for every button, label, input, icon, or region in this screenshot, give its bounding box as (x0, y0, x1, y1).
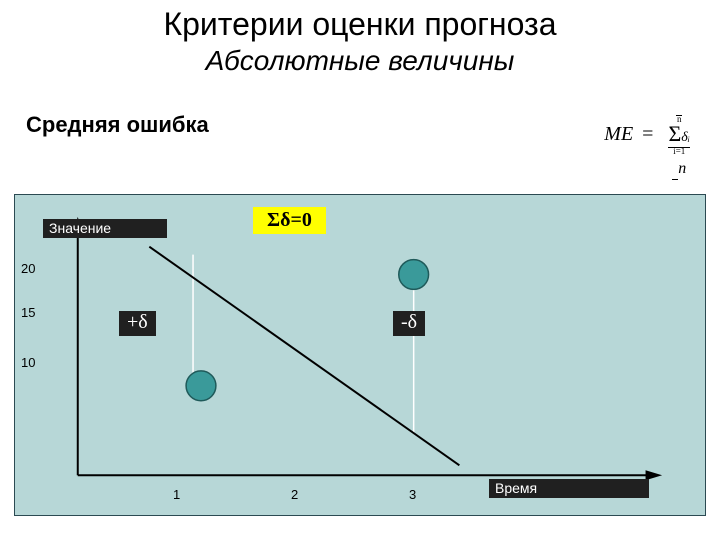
x-tick: 1 (173, 487, 180, 502)
y-axis-label: Значение (43, 219, 167, 238)
x-tick: 3 (409, 487, 416, 502)
sigma-zero-box: Σδ=0 (253, 207, 326, 234)
pos-delta-label: +δ (119, 311, 156, 336)
section-label: Средняя ошибка (26, 112, 209, 138)
y-tick: 15 (21, 305, 35, 320)
page-title: Критерии оценки прогноза (0, 6, 720, 43)
y-tick: 20 (21, 261, 35, 276)
y-tick: 10 (21, 355, 35, 370)
formula-lhs: ME (604, 123, 633, 145)
x-axis-label: Время (489, 479, 649, 498)
neg-delta-label: -δ (393, 311, 425, 336)
chart-svg (15, 195, 705, 515)
page-subtitle: Абсолютные величины (0, 45, 720, 77)
x-tick: 2 (291, 487, 298, 502)
formula-me: ME = n Σδᵢ i=1 n (604, 92, 690, 179)
chart-panel: Значение Время Σδ=0 +δ -δ 20 15 10 1 2 3 (14, 194, 706, 516)
